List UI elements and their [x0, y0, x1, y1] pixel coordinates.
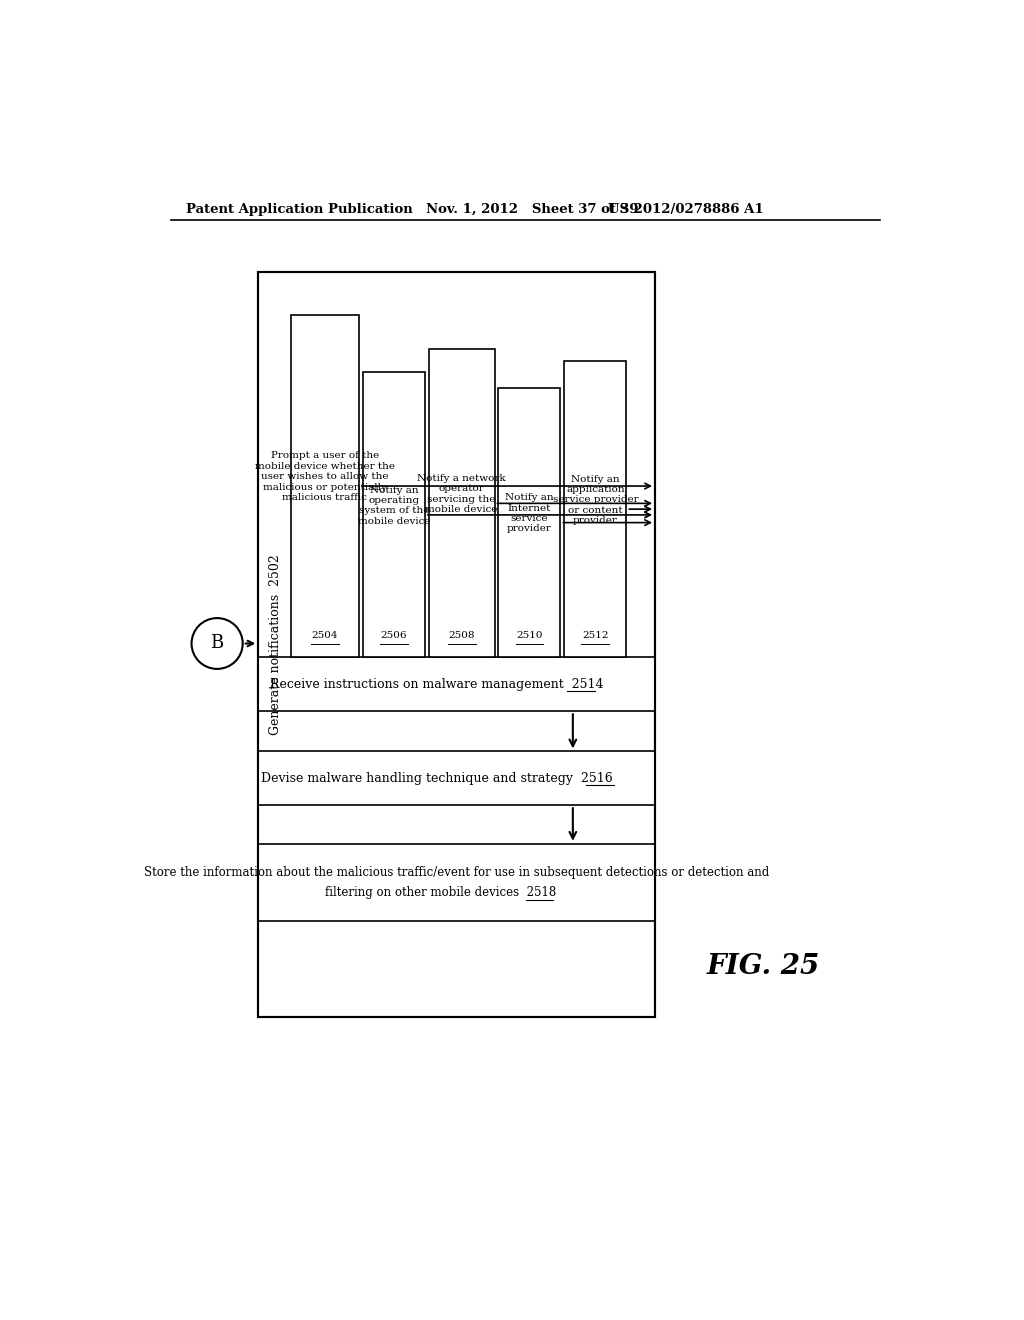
Text: Notify an
operating
system of the
mobile device: Notify an operating system of the mobile…: [357, 486, 430, 525]
Text: 2510: 2510: [516, 631, 543, 640]
Bar: [258, 657, 655, 711]
Text: Patent Application Publication: Patent Application Publication: [186, 203, 413, 216]
Bar: [564, 360, 627, 657]
Text: Prompt a user of the
mobile device whether the
user wishes to allow the
maliciou: Prompt a user of the mobile device wheth…: [255, 451, 395, 502]
Text: FIG. 25: FIG. 25: [707, 953, 820, 981]
Text: Notify a network
operator
servicing the
mobile device: Notify a network operator servicing the …: [418, 474, 506, 515]
Text: Notify an
application
service provider
or content
provider: Notify an application service provider o…: [553, 475, 638, 525]
Text: B: B: [211, 635, 224, 652]
Bar: [258, 843, 655, 921]
Bar: [429, 350, 495, 657]
Bar: [499, 388, 560, 657]
Bar: [258, 272, 655, 1016]
Text: Devise malware handling technique and strategy  2516: Devise malware handling technique and st…: [261, 772, 613, 785]
Text: 2504: 2504: [311, 631, 338, 640]
Text: 2512: 2512: [582, 631, 608, 640]
Text: 2508: 2508: [449, 631, 475, 640]
Text: Store the information about the malicious traffic/event for use in subsequent de: Store the information about the maliciou…: [144, 866, 769, 879]
Bar: [258, 751, 655, 805]
Text: US 2012/0278886 A1: US 2012/0278886 A1: [608, 203, 764, 216]
Text: Receive instructions on malware management  2514: Receive instructions on malware manageme…: [270, 677, 604, 690]
Bar: [258, 272, 655, 1016]
Bar: [362, 372, 425, 657]
Text: filtering on other mobile devices  2518: filtering on other mobile devices 2518: [326, 887, 557, 899]
Bar: [291, 314, 359, 657]
Text: 2506: 2506: [381, 631, 408, 640]
Text: Notify an
Internet
service
provider: Notify an Internet service provider: [505, 494, 554, 533]
Text: Nov. 1, 2012   Sheet 37 of 39: Nov. 1, 2012 Sheet 37 of 39: [426, 203, 639, 216]
Text: Generate notifications  2502: Generate notifications 2502: [268, 554, 282, 735]
